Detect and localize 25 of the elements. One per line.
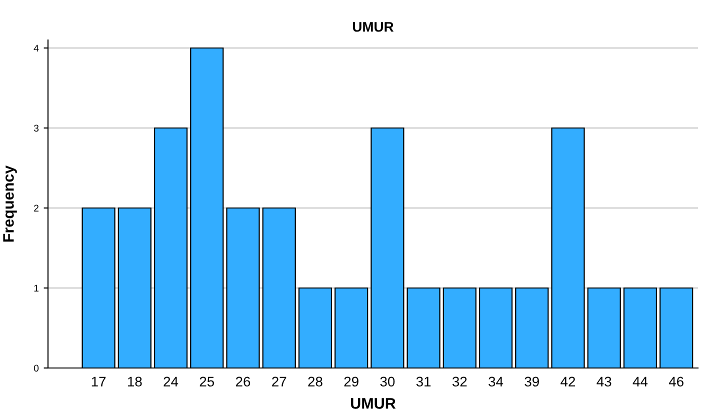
x-axis-title: UMUR — [351, 398, 396, 409]
x-tick-label: 31 — [416, 376, 431, 387]
x-tick-label: 28 — [308, 376, 322, 387]
x-tick-label: 46 — [668, 376, 684, 387]
y-tick-label: 2 — [34, 204, 38, 212]
x-tick-label: 42 — [560, 376, 576, 386]
y-tick-label: 1 — [34, 284, 38, 292]
x-tick-label: 24 — [164, 376, 178, 386]
x-tick-label: 18 — [128, 376, 142, 387]
y-tick-label: 0 — [34, 364, 39, 372]
y-tick-label: 3 — [34, 124, 39, 132]
y-axis-title: Frequency — [3, 165, 17, 242]
x-tick-label: 25 — [200, 376, 214, 387]
chart-title: UMUR — [353, 22, 394, 32]
x-tick-label: 29 — [344, 376, 358, 387]
y-tick-label: 4 — [34, 44, 39, 52]
x-tick-label: 44 — [632, 376, 648, 386]
x-tick-label: 32 — [452, 376, 467, 387]
x-tick-label: 34 — [488, 376, 504, 387]
x-tick-label: 43 — [596, 376, 612, 387]
x-tick-label: 30 — [380, 376, 395, 387]
x-tick-label: 39 — [524, 376, 539, 387]
x-tick-label: 17 — [92, 376, 106, 386]
x-tick-label: 27 — [272, 376, 286, 386]
x-tick-label: 26 — [236, 376, 250, 387]
